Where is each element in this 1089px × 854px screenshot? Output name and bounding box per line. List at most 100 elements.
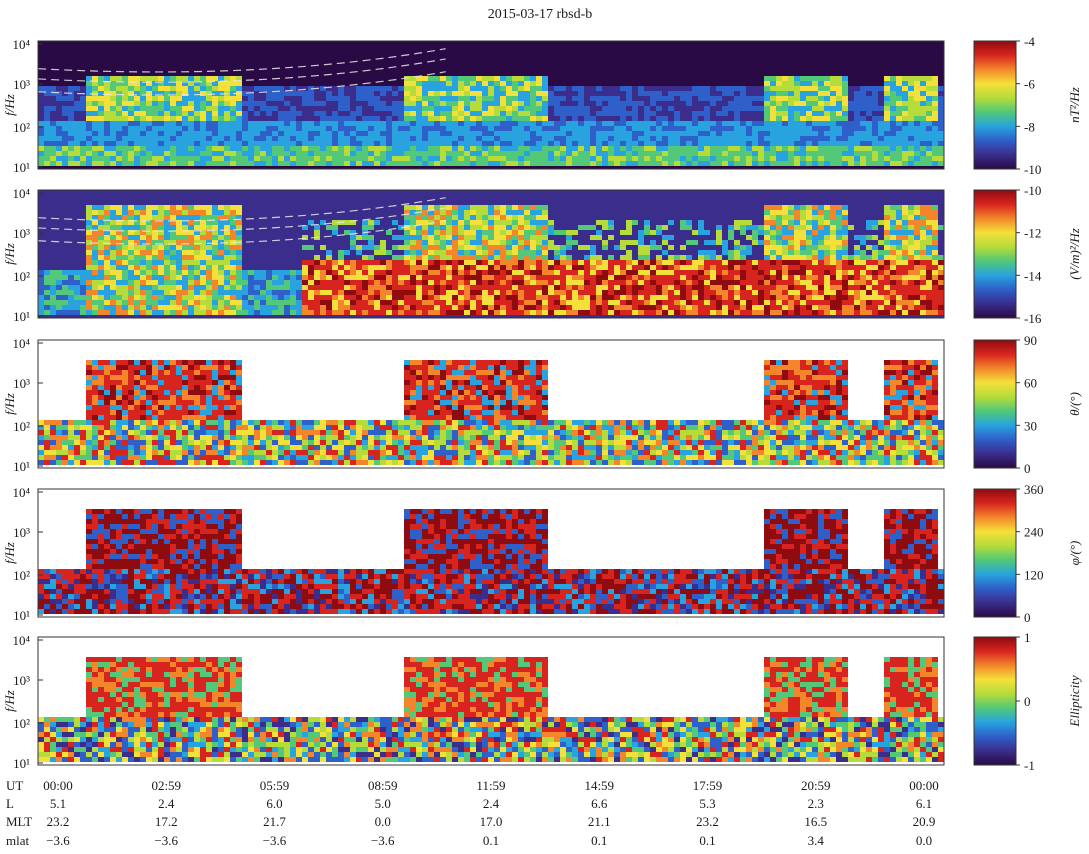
heatmap-cell (800, 290, 806, 295)
heatmap-cell (764, 270, 770, 275)
heatmap-cell (218, 265, 224, 270)
heatmap-cell (506, 111, 512, 116)
heatmap-cell (932, 285, 938, 290)
heatmap-cell (296, 91, 302, 96)
heatmap-cell (500, 275, 506, 280)
heatmap-cell (428, 96, 434, 101)
heatmap-cell (116, 96, 122, 101)
heatmap-cell (182, 285, 188, 290)
heatmap-cell (452, 76, 458, 81)
heatmap-cell (530, 205, 536, 210)
heatmap-cell (92, 81, 98, 86)
heatmap-cell (830, 275, 836, 280)
heatmap-cell (584, 225, 590, 230)
heatmap-cell (878, 220, 884, 225)
heatmap-cell (224, 260, 230, 265)
heatmap-cell (86, 275, 92, 280)
heatmap-cell (212, 91, 218, 96)
heatmap-cell (404, 290, 410, 295)
heatmap-cell (254, 146, 260, 151)
heatmap-cell (80, 86, 86, 91)
heatmap-cell (368, 151, 374, 156)
heatmap-cell (182, 126, 188, 131)
heatmap-cell (410, 265, 416, 270)
heatmap-cell (764, 290, 770, 295)
heatmap-cell (188, 295, 194, 300)
heatmap-cell (302, 91, 308, 96)
heatmap-cell (746, 270, 752, 275)
heatmap-cell (494, 156, 500, 161)
heatmap-cell (722, 151, 728, 156)
heatmap-cell (386, 270, 392, 275)
heatmap-cell (902, 111, 908, 116)
heatmap-cell (524, 220, 530, 225)
heatmap-cell (698, 255, 704, 260)
heatmap-cell (428, 250, 434, 255)
heatmap-cell (698, 101, 704, 106)
heatmap-cell (326, 275, 332, 280)
heatmap-cell (842, 290, 848, 295)
heatmap-cell (722, 161, 728, 166)
heatmap-cell (200, 86, 206, 91)
heatmap-cell (536, 126, 542, 131)
heatmap-cell (212, 260, 218, 265)
heatmap-cell (446, 106, 452, 111)
heatmap-cell (92, 225, 98, 230)
heatmap-cell (524, 210, 530, 215)
heatmap-cell (242, 156, 248, 161)
heatmap-cell (56, 280, 62, 285)
heatmap-cell (110, 136, 116, 141)
heatmap-cell (410, 280, 416, 285)
heatmap-cell (596, 121, 602, 126)
heatmap-cell (692, 290, 698, 295)
heatmap-cell (524, 215, 530, 220)
heatmap-cell (170, 295, 176, 300)
heatmap-cell (122, 250, 128, 255)
heatmap-cell (410, 161, 416, 166)
heatmap-cell (518, 141, 524, 146)
heatmap-cell (320, 245, 326, 250)
heatmap-cell (344, 295, 350, 300)
heatmap-cell (398, 146, 404, 151)
heatmap-cell (596, 151, 602, 156)
heatmap-cell (914, 210, 920, 215)
gyrofrequency-line (37, 71, 446, 96)
heatmap-cell (746, 121, 752, 126)
heatmap-cell (458, 280, 464, 285)
heatmap-cell (674, 86, 680, 91)
heatmap-cell (632, 136, 638, 141)
heatmap-cell (110, 156, 116, 161)
heatmap-cell (416, 106, 422, 111)
heatmap-cell (830, 161, 836, 166)
heatmap-cell (176, 101, 182, 106)
heatmap-cell (698, 106, 704, 111)
heatmap-cell (80, 106, 86, 111)
heatmap-cell (932, 260, 938, 265)
heatmap-cell (710, 260, 716, 265)
heatmap-cell (884, 126, 890, 131)
heatmap-cell (686, 255, 692, 260)
heatmap-cell (332, 280, 338, 285)
heatmap-cell (692, 131, 698, 136)
heatmap-cell (386, 136, 392, 141)
heatmap-cell (104, 205, 110, 210)
heatmap-cell (374, 106, 380, 111)
heatmap-cell (92, 96, 98, 101)
heatmap-cell (278, 96, 284, 101)
heatmap-cell (434, 96, 440, 101)
heatmap-cell (188, 305, 194, 310)
heatmap-cell (524, 86, 530, 91)
heatmap-cell (398, 280, 404, 285)
heatmap-cell (446, 161, 452, 166)
heatmap-cell (146, 230, 152, 235)
heatmap-cell (152, 106, 158, 111)
heatmap-cell (770, 76, 776, 81)
heatmap-cell (818, 210, 824, 215)
heatmap-cell (170, 106, 176, 111)
heatmap-cell (38, 146, 44, 151)
heatmap-cell (506, 255, 512, 260)
heatmap-cell (650, 111, 656, 116)
heatmap-cell (38, 121, 44, 126)
heatmap-cell (98, 86, 104, 91)
heatmap-cell (908, 220, 914, 225)
